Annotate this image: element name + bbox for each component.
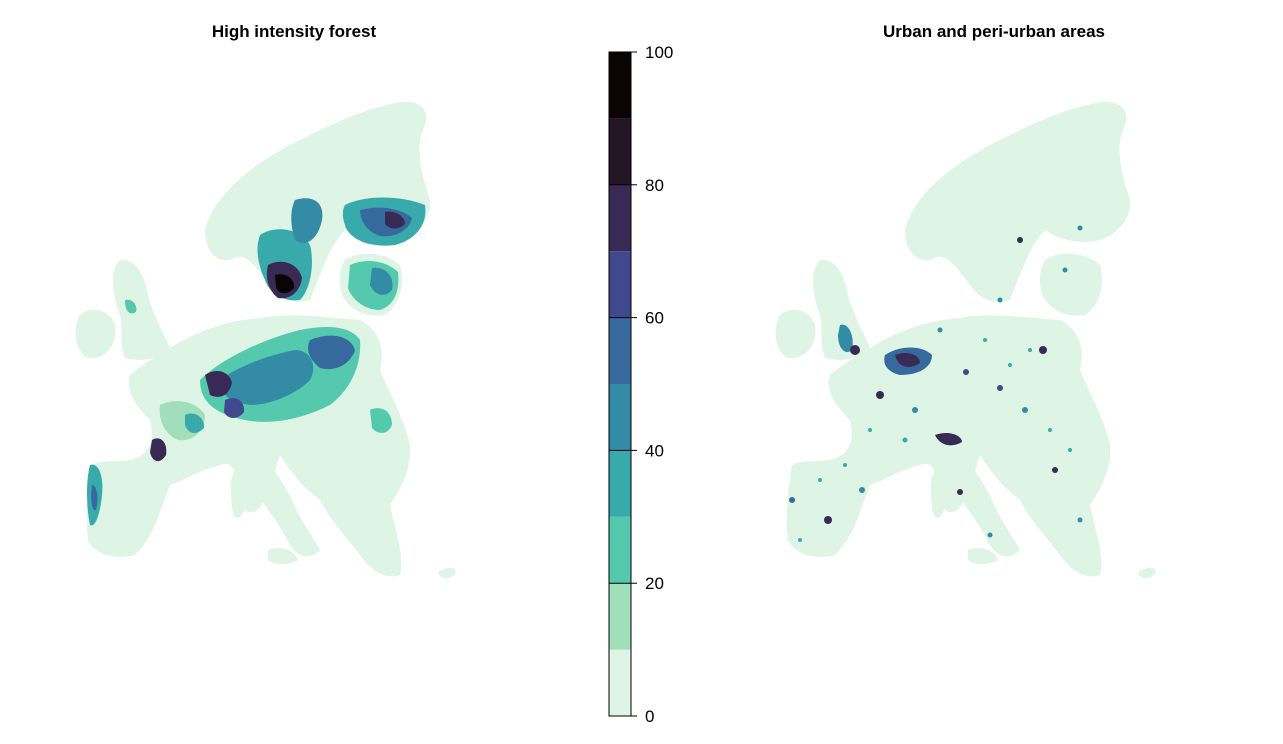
legend-tick-label-5: 100 [645, 43, 673, 62]
legend-bin-9 [609, 52, 631, 119]
legend-bin-7 [609, 184, 631, 252]
urban-intensity-overlay [789, 225, 1083, 542]
legend-ticks: 0 20 40 60 80 100 [609, 43, 673, 726]
legend-bin-3 [609, 450, 631, 517]
legend-bin-8 [609, 118, 631, 185]
legend-tick-label-3: 60 [645, 309, 664, 328]
legend-bin-2 [609, 516, 631, 584]
europe-landmass-urban [775, 101, 1156, 579]
panel-title-urban: Urban and peri-urban areas [882, 22, 1105, 41]
legend-bins [609, 52, 631, 716]
legend-tick-label-0: 0 [645, 707, 654, 726]
legend-tick-label-1: 20 [645, 574, 664, 593]
legend-bin-1 [609, 583, 631, 650]
panel-title-forest: High intensity forest [211, 22, 377, 41]
forest-intensity-overlay [87, 197, 426, 526]
legend-bin-5 [609, 317, 631, 384]
legend-bin-4 [609, 384, 631, 451]
legend-tick-label-4: 80 [645, 176, 664, 195]
legend-tick-label-2: 40 [645, 441, 664, 460]
legend-bin-0 [609, 649, 631, 716]
legend-bin-6 [609, 251, 631, 318]
